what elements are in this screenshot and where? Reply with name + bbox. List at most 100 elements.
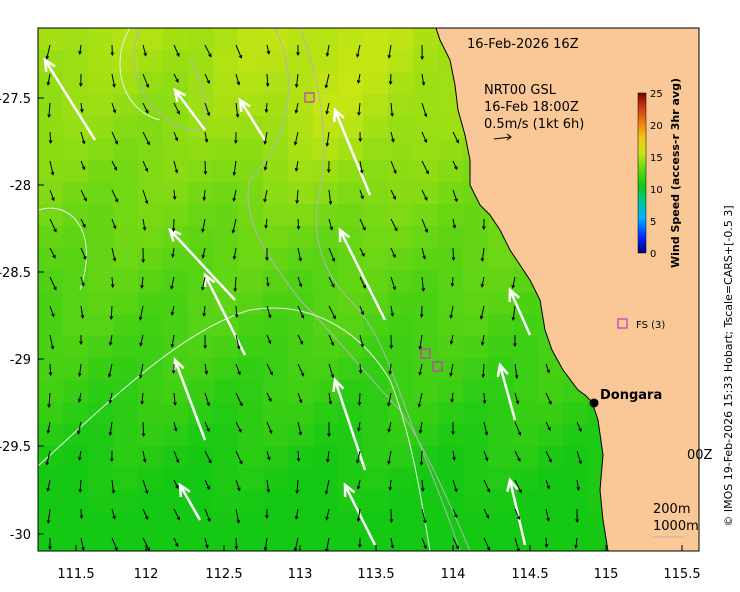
wind-arrowhead [359,169,364,174]
wind-speed-cell [38,138,64,161]
wind-speed-cell [113,72,139,95]
wind-arrowhead [173,401,177,406]
wind-speed-cell [288,94,314,117]
wind-arrow [142,218,146,230]
wind-speed-cell [388,270,414,293]
fs-station-marker[interactable] [617,318,628,329]
wind-arrowhead [204,138,209,143]
wind-arrow [139,305,144,320]
wind-arrow [49,305,55,317]
wind-arrowhead [203,345,208,350]
wind-arrowhead [201,254,206,259]
wind-arrowhead [389,519,394,524]
wind-speed-cell [38,490,64,513]
wind-arrowhead [326,458,330,463]
wind-speed-cell [238,138,264,161]
wind-speed-cell [88,138,114,161]
wind-arrow [452,450,455,460]
station-marker[interactable] [420,348,431,359]
wind-arrowhead [546,485,551,490]
wind-arrowhead [51,197,55,202]
wind-arrow [452,131,459,143]
wind-speed-cell [38,380,64,403]
wind-speed-cell [538,380,564,403]
wind-speed-cell [413,534,439,551]
wind-arrowhead [264,515,269,520]
wind-arrowhead [77,372,82,377]
wind-arrowhead [356,53,360,58]
wind-arrow [514,363,518,378]
current-arrow [178,484,202,521]
wind-speed-cell [113,380,139,403]
wind-arrowhead [298,283,303,288]
wind-arrow [421,102,427,117]
wind-arrowhead [546,517,550,522]
wind-arrowhead [46,519,51,524]
wind-arrowhead [237,487,241,492]
wind-speed-cell [238,490,264,513]
wind-arrow [452,160,458,170]
wind-arrow [452,537,459,549]
wind-speed-cell [38,468,64,491]
wind-arrowhead [139,342,143,347]
wind-arrow [545,537,548,548]
wind-arrow [390,189,396,200]
wind-arrowhead [81,282,85,287]
wind-speed-cell [313,336,339,359]
wind-speed-cell [263,424,289,447]
wind-speed-cell [213,94,239,117]
wind-speed-cell [113,446,139,469]
wind-arrow [452,189,458,202]
wind-speed-cell [288,402,314,425]
wind-speed-cell [288,314,314,337]
station-marker[interactable] [432,361,443,372]
wind-speed-cell [238,72,264,95]
wind-arrowhead [264,224,268,229]
wind-speed-cell [163,248,189,271]
wind-speed-cell [338,94,364,117]
wind-speed-cell [63,468,89,491]
wind-arrowhead [454,488,458,493]
wind-arrow [235,363,241,375]
wind-arrow [421,160,429,174]
wind-speed-cell [363,72,389,95]
wind-speed-cell [513,336,539,359]
wind-speed-cell [88,248,114,271]
wind-arrowhead [388,371,393,375]
wind-arrowhead [296,458,301,463]
wind-arrowhead [138,316,143,321]
wind-arrow [295,102,299,113]
wind-arrowhead [424,196,428,201]
wind-speed-cell [38,270,64,293]
wind-arrow [295,508,299,519]
wind-speed-cell [488,270,514,293]
wind-arrow [325,73,330,88]
wind-speed-cell [113,358,139,381]
wind-speed-cell [213,468,239,491]
wind-arrowhead [77,430,81,435]
wind-speed-cell [513,468,539,491]
wind-speed-cell [488,534,514,551]
station-marker[interactable] [304,92,315,103]
wind-arrow [419,334,423,349]
wind-speed-cell [388,468,414,491]
wind-arrowhead [237,371,241,376]
wind-arrow [49,131,52,144]
wind-speed-cell [463,292,489,315]
y-tick-label: -27.5 [0,92,31,107]
wind-speed-cell [263,534,289,551]
wind-speed-cell [213,50,239,73]
wind-arrow [111,131,118,145]
wind-speed-cell [263,292,289,315]
wind-arrowhead [266,50,271,55]
wind-speed-cell [88,534,114,551]
wind-arrowhead [482,226,486,231]
wind-arrow [266,276,269,286]
wind-speed-cell [538,468,564,491]
wind-arrowhead [421,81,426,86]
wind-arrow [421,479,424,491]
wind-arrow [204,44,212,57]
wind-speed-cell [138,226,164,249]
wind-speed-cell [188,28,214,51]
wind-arrowhead [232,171,237,176]
